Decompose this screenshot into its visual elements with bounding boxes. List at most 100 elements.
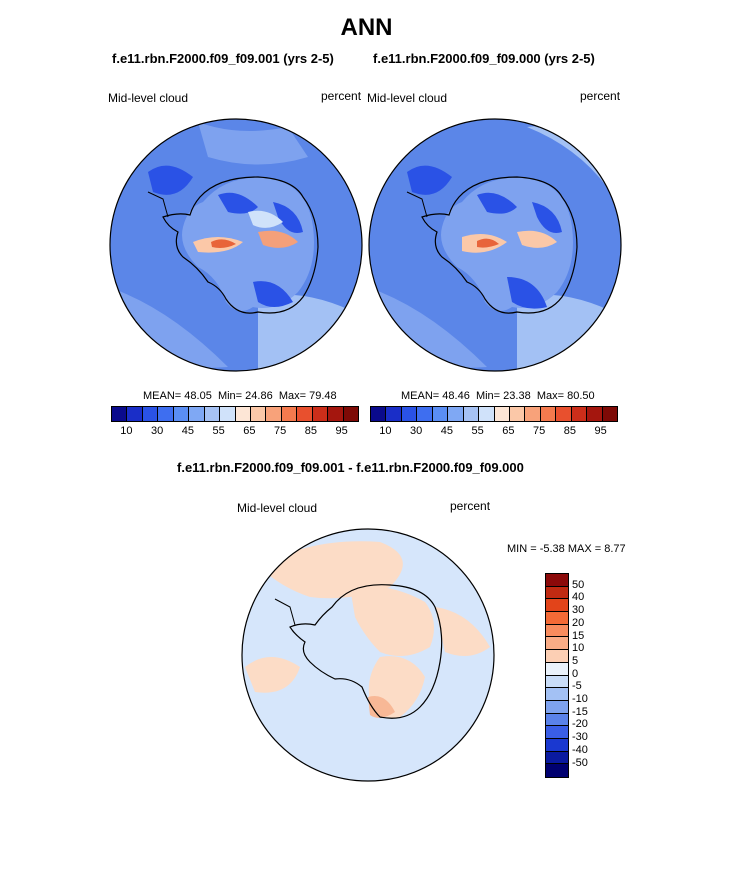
continent-deep-patch-3 xyxy=(253,281,293,307)
left-panel-case-title: f.e11.rbn.F2000.f09_f09.001 (yrs 2-5) xyxy=(112,51,334,66)
left-panel-variable: Mid-level cloud xyxy=(108,91,189,105)
colorbar-segment xyxy=(173,407,190,421)
diff-positive-west xyxy=(245,657,300,693)
diff-positive-core xyxy=(368,696,395,718)
left-panel-units: percent xyxy=(321,89,362,103)
colorbar-segment xyxy=(546,688,568,701)
colorbar-tick-label: 95 xyxy=(335,425,348,437)
colorbar-tick-label: 40 xyxy=(572,591,585,604)
diff-min-label: MIN = xyxy=(507,543,537,555)
warm-core-1 xyxy=(477,238,499,248)
diff-positive-north xyxy=(260,541,403,599)
colorbar-tick-label: 75 xyxy=(533,425,546,437)
colorbar-segment xyxy=(546,637,568,651)
colorbar-tick-label: 45 xyxy=(440,425,453,437)
diff-max-label: MAX = xyxy=(567,543,602,555)
right-panel-stats: MEAN= 48.46 Min= 23.38 Max= 80.50 xyxy=(401,390,595,402)
continent-deep-patch-2 xyxy=(273,202,303,233)
colorbar-tick-label: -10 xyxy=(572,693,588,705)
colorbar-segment xyxy=(546,764,568,777)
left-mean-value: 48.05 xyxy=(184,390,212,402)
diff-panel-variable: Mid-level cloud xyxy=(237,501,318,515)
colorbar-segment xyxy=(546,738,568,752)
right-min-label: Min= xyxy=(475,390,501,402)
diff-panel-units: percent xyxy=(450,499,491,513)
colorbar-segment xyxy=(112,407,128,421)
colorbar-segment xyxy=(546,726,568,739)
colorbar-tick-label: 20 xyxy=(572,616,585,629)
peninsula-coastline-right xyxy=(406,191,428,218)
map-border xyxy=(368,118,622,372)
colorbar-tick-label: -20 xyxy=(572,718,588,731)
warm-region-2 xyxy=(258,230,298,248)
colorbar-segment xyxy=(546,624,568,638)
warm-region-2 xyxy=(517,230,557,248)
colorbar-tick-label: -30 xyxy=(572,731,588,744)
left-min-label: Min= xyxy=(217,390,243,402)
continent-deep-patch-1 xyxy=(218,192,258,214)
colorbar-tick-label: -5 xyxy=(572,680,582,693)
right-max-label: Max= xyxy=(536,390,565,402)
colorbar-segment xyxy=(556,407,572,421)
right-panel-variable: Mid-level cloud xyxy=(367,91,448,105)
left-max-value: 79.48 xyxy=(309,390,337,402)
deep-blue-patch xyxy=(148,165,193,195)
left-max-label: Max= xyxy=(278,390,307,402)
deep-blue-patch xyxy=(407,165,452,195)
right-min-value: 23.38 xyxy=(503,390,531,402)
colorbar-segment xyxy=(571,407,588,421)
difference-colorbar-ticks: 50 40 30 20 15 10 5 0 -5 -10 -15 -20 -30 -40 -50 xyxy=(572,573,612,779)
colorbar-tick-label: 65 xyxy=(243,425,256,437)
right-max-value: 80.50 xyxy=(567,390,595,402)
colorbar-segment xyxy=(297,407,313,421)
continent-pale-patch xyxy=(248,210,283,228)
colorbar-segment xyxy=(328,407,344,421)
colorbar-tick-label: 10 xyxy=(379,425,392,437)
colorbar-segment xyxy=(546,713,568,727)
colorbar-segment xyxy=(250,407,267,421)
colorbar-segment xyxy=(546,700,568,714)
colorbar-segment xyxy=(189,407,205,421)
colorbar-tick-label: -50 xyxy=(572,756,588,769)
colorbar-tick-label: 85 xyxy=(304,425,317,437)
colorbar-tick-label: 45 xyxy=(181,425,194,437)
right-mean-value: 48.46 xyxy=(442,390,470,402)
colorbar-segment xyxy=(546,599,568,613)
colorbar-segment xyxy=(371,407,387,421)
right-colorbar-ticks: 10 30 45 55 65 75 85 95 xyxy=(370,425,616,439)
colorbar-segment xyxy=(546,650,568,663)
colorbar-segment xyxy=(602,407,617,421)
colorbar-tick-label: 30 xyxy=(572,604,585,617)
colorbar-segment xyxy=(127,407,143,421)
ocean-light-north xyxy=(198,122,308,165)
colorbar-segment xyxy=(401,407,418,421)
diff-max-value: 8.77 xyxy=(604,543,626,555)
colorbar-segment xyxy=(142,407,159,421)
colorbar-segment xyxy=(546,586,568,600)
difference-polar-map xyxy=(241,528,495,782)
left-colorbar xyxy=(111,406,359,422)
colorbar-segment xyxy=(386,407,402,421)
diff-minmax: MIN = -5.38 MAX = 8.77 xyxy=(507,543,626,555)
colorbar-tick-label: 30 xyxy=(151,425,164,437)
map-border xyxy=(241,528,495,782)
colorbar-tick-label: 55 xyxy=(471,425,484,437)
map-border xyxy=(109,118,363,372)
left-colorbar-ticks: 10 30 45 55 65 75 85 95 xyxy=(111,425,357,439)
colorbar-segment xyxy=(509,407,526,421)
colorbar-segment xyxy=(587,407,603,421)
diff-positive-east-edge xyxy=(435,607,490,656)
left-mean-label: MEAN= xyxy=(143,390,182,402)
diff-positive-east xyxy=(350,586,434,656)
difference-colorbar xyxy=(545,573,569,778)
antarctica-coastline-right xyxy=(421,176,578,314)
colorbar-segment xyxy=(546,675,568,689)
right-colorbar xyxy=(370,406,618,422)
colorbar-tick-label: 5 xyxy=(572,654,579,667)
colorbar-segment xyxy=(525,407,541,421)
colorbar-tick-label: 10 xyxy=(572,642,585,655)
colorbar-segment xyxy=(546,751,568,765)
colorbar-segment xyxy=(540,407,557,421)
continent-deep-patch-2 xyxy=(532,202,562,233)
figure-title: ANN xyxy=(340,14,393,41)
